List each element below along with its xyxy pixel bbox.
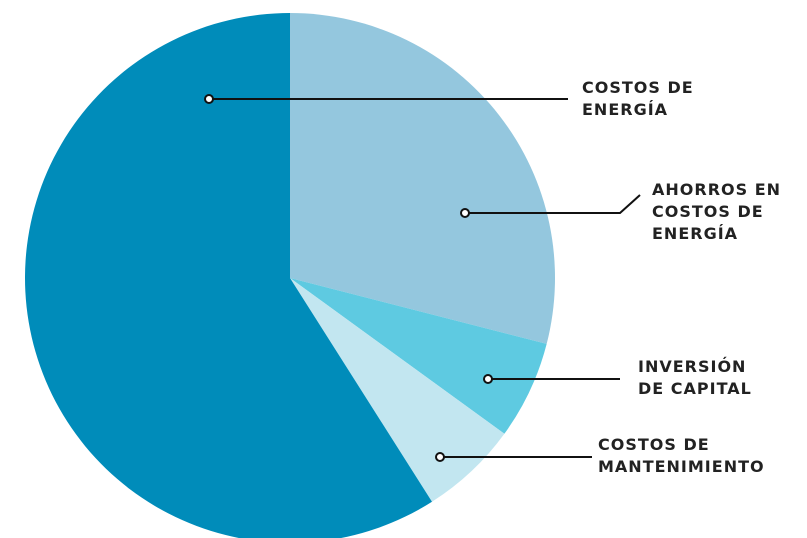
- callout-dot-1: [483, 374, 493, 384]
- callout-line-0: [465, 194, 641, 214]
- label-ahorros-line-3: ENERGÍA: [652, 224, 739, 243]
- label-ahorros-line-1: AHORROS EN: [652, 180, 782, 199]
- pie-slice-3: [25, 13, 432, 538]
- label-mantenimiento-line-1: COSTOS DE: [598, 435, 710, 454]
- label-inversion-line-1: INVERSIÓN: [638, 357, 747, 376]
- label-inversion-de-capital: INVERSIÓN DE CAPITAL: [638, 356, 752, 400]
- label-ahorros-en-costos-de-energia: AHORROS EN COSTOS DE ENERGÍA: [652, 179, 781, 245]
- label-costos-de-energia-line-1: COSTOS DE: [582, 78, 694, 97]
- label-mantenimiento-line-2: MANTENIMIENTO: [598, 457, 765, 476]
- label-costos-de-energia: COSTOS DE ENERGÍA: [582, 77, 694, 121]
- label-inversion-line-2: DE CAPITAL: [638, 379, 752, 398]
- callout-dot-2: [435, 452, 445, 462]
- pie-slice-1: [290, 278, 547, 434]
- label-costos-de-mantenimiento: COSTOS DE MANTENIMIENTO: [598, 434, 765, 478]
- pie-slice-0: [290, 13, 555, 344]
- pie-slice-2: [290, 278, 505, 502]
- callout-dot-0: [460, 208, 470, 218]
- label-ahorros-line-2: COSTOS DE: [652, 202, 764, 221]
- callout-dot-3: [204, 94, 214, 104]
- label-costos-de-energia-line-2: ENERGÍA: [582, 100, 669, 119]
